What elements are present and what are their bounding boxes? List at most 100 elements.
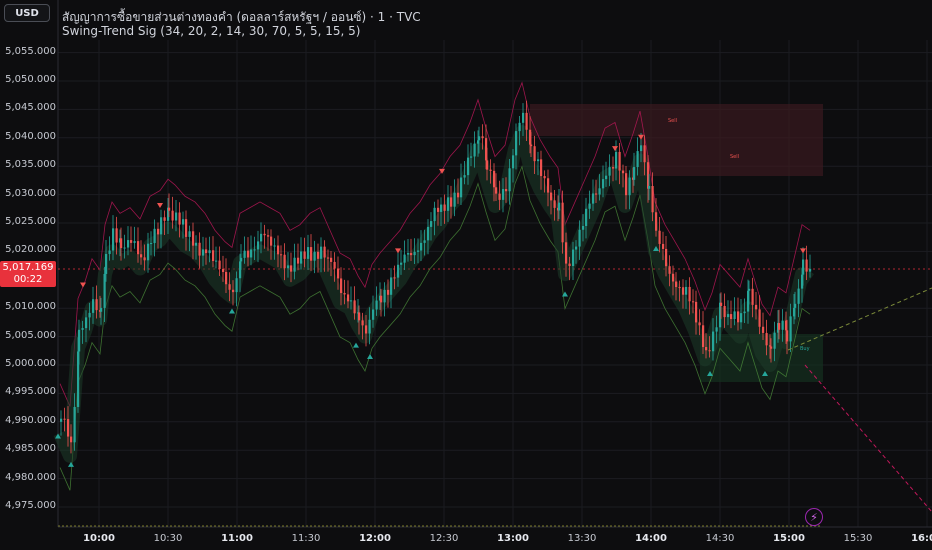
candle-body [243,250,246,258]
candle-body [330,257,333,262]
candle-body [651,186,654,213]
indicator-legend[interactable]: Swing-Trend Sig (34, 20, 2, 14, 30, 70, … [62,24,361,38]
lightning-icon[interactable]: ⚡ [805,508,823,526]
candle-body [358,312,361,321]
candle-body [797,288,800,304]
candle-body [300,251,303,264]
candle-body [175,212,178,221]
candle-body [719,302,722,328]
candle-body [123,247,126,249]
projection-line-down [804,364,932,513]
candle-body [212,250,215,262]
buy-signal [55,433,61,439]
candle-body [751,288,754,305]
time-tick-label: 10:30 [153,533,183,544]
sell-signal [80,282,86,288]
candle-body [470,156,473,158]
candle-body [495,187,498,194]
buy-signal [707,371,713,376]
candle-body [361,320,364,326]
buy-signal [68,461,74,467]
candle-body [343,293,346,295]
candle-body [450,197,453,207]
zone-label: Sell [668,118,677,124]
time-tick-label: 11:00 [221,533,253,544]
candle-body [222,268,225,272]
candle-body [781,320,784,330]
candle-body [437,207,440,212]
price-tick-label: 4,980.000 [5,471,56,483]
candle-body [112,228,115,251]
candle-body [353,300,356,314]
candle-body [160,217,163,235]
price-tick-label: 5,050.000 [5,74,56,85]
candle-body [695,301,698,323]
candle-body [625,173,628,196]
price-tick-label: 5,000.000 [5,358,56,369]
candle-body [530,144,533,147]
candle-body [287,265,290,269]
candle-body [70,436,73,443]
candle-body [88,312,91,318]
candle-body [60,418,63,422]
candle-body [430,221,433,227]
candle-body [740,313,743,323]
candle-body [457,192,460,198]
candle-body [267,235,270,237]
candle-body [440,204,443,212]
candle-body [323,246,326,258]
candle-body [333,261,336,269]
symbol-title: สัญญาการซื้อขายส่วนต่างทองคำ (ดอลลาร์สหร… [62,10,421,24]
candle-body [765,332,768,346]
candle-body [240,257,243,262]
currency-button[interactable]: USD [4,4,50,22]
candle-body [485,138,488,161]
sell-signal [439,168,445,174]
candle-body [747,290,750,312]
candle-body [568,263,571,267]
buy-signal [562,291,568,297]
candle-body [618,151,621,171]
candle-body [340,278,343,294]
candle-body [350,300,353,302]
candle-body [198,242,201,256]
candle-body [368,319,371,334]
candle-body [171,210,174,221]
candle-body [92,299,95,313]
candle-body [67,419,70,437]
candle-body [263,233,266,236]
lower-band-line [59,165,811,491]
candle-body [327,257,330,259]
candle-body [769,345,772,347]
time-tick-label: 16:00 [911,533,932,544]
candle-body [592,193,595,204]
candle-body [505,189,508,192]
candle-body [658,230,661,244]
candle-body [137,241,140,255]
candle-body [297,257,300,264]
candle-body [320,246,323,259]
candle-body [383,289,386,303]
candle-body [215,260,218,262]
candle-body [572,249,575,267]
candle-body [720,302,723,306]
candle-body [232,289,235,293]
candle-body [115,228,118,243]
candle-body [533,146,536,162]
candle-body [805,259,808,272]
candle-body [188,231,191,237]
candle-body [802,259,805,275]
candle-body [748,288,751,291]
candle-body [303,251,306,259]
price-tick-label: 5,020.000 [5,244,56,256]
trend-ribbon [53,125,815,463]
candle-body [585,208,588,226]
sell-zone-lower [640,136,823,176]
candle-body [575,246,578,250]
candle-body [178,212,181,225]
candle-body [605,175,608,180]
time-tick-label: 13:30 [567,533,597,544]
candle-body [433,207,436,222]
